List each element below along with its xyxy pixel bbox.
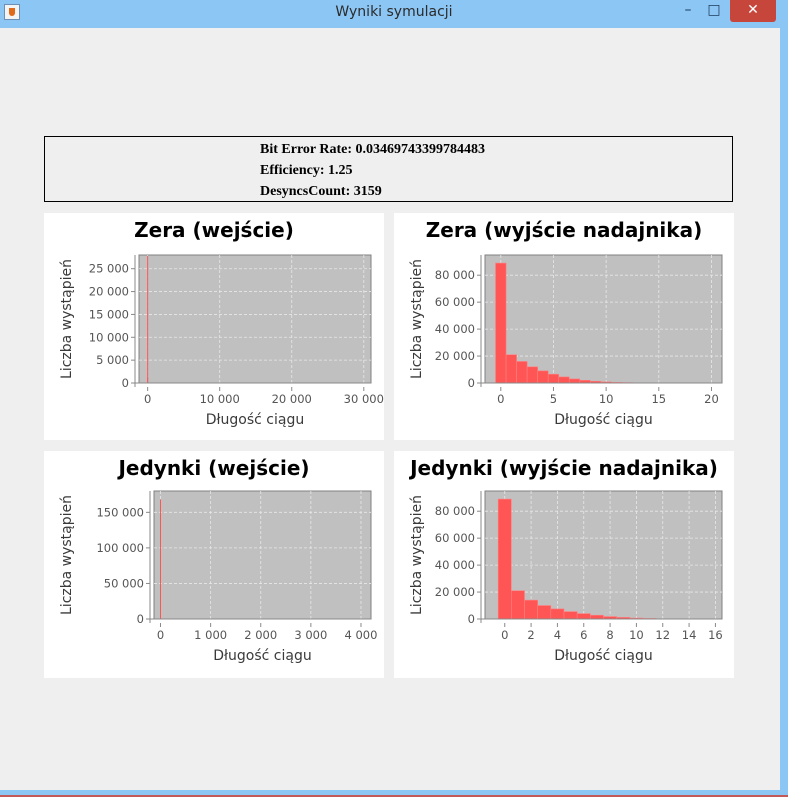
- histogram-bar: [526, 366, 538, 384]
- window-bottom-border: [0, 790, 788, 797]
- histogram-bar: [524, 599, 538, 620]
- x-tick-label: 15: [651, 392, 666, 406]
- chart-ones-input-svg: Jedynki (wejście) 0 50 000 100 000 150 000 0 1…: [59, 456, 378, 664]
- y-tick-label: 0: [468, 612, 475, 626]
- chart-title: Zera (wejście): [134, 218, 294, 242]
- histogram-bar: [160, 499, 162, 619]
- window-title: Wyniki symulacji: [335, 4, 453, 20]
- histogram-bar: [505, 354, 517, 384]
- plot-area: [153, 490, 372, 620]
- y-axis-label: Liczba wystąpień: [409, 495, 425, 615]
- desyncs-count-label: DesyncsCount: 3159: [260, 184, 382, 199]
- x-tick-label: 12: [655, 628, 670, 642]
- y-tick-label: 40 000: [435, 558, 475, 572]
- x-axis-label: Długość ciągu: [554, 648, 652, 664]
- window-titlebar: Wyniki symulacji – □ ✕: [0, 0, 788, 28]
- chart-ones-input: Jedynki (wejście) 0 50 000 100 000 150 000 0 1…: [44, 451, 384, 678]
- maximize-button[interactable]: □: [707, 2, 721, 18]
- histogram-bar: [550, 608, 565, 620]
- x-tick-label: 6: [580, 628, 587, 642]
- chart-title: Jedynki (wejście): [116, 456, 309, 480]
- y-tick-label: 80 000: [435, 504, 475, 518]
- x-tick-label: 0: [157, 628, 164, 642]
- x-tick-label: 1 000: [194, 628, 227, 642]
- y-axis-label: Liczba wystąpień: [409, 259, 425, 379]
- chart-zeros-transmitter-output: Zera (wyjście nadajnika) 0 20 000 40 000 60 …: [394, 213, 734, 440]
- y-tick-label: 15 000: [89, 307, 129, 321]
- chart-title: Zera (wyjście nadajnika): [426, 218, 702, 242]
- chart-zeros-input: Zera (wejście) 0 5 000 10 000 15 000 20 000 25…: [44, 213, 384, 440]
- minimize-button[interactable]: –: [684, 2, 692, 18]
- y-axis-label: Liczba wystąpień: [59, 259, 75, 379]
- y-tick-label: 5 000: [96, 353, 129, 367]
- y-tick-label: 80 000: [435, 268, 475, 282]
- histogram-bar: [590, 614, 604, 620]
- x-tick-label: 20: [704, 392, 719, 406]
- y-tick-label: 0: [122, 376, 129, 390]
- histogram-bar: [568, 378, 581, 384]
- x-tick-label: 10: [599, 392, 614, 406]
- y-axis-label: Liczba wystąpień: [59, 495, 75, 615]
- statistics-panel: Bit Error Rate: 0.03469743399784483 Effi…: [44, 136, 733, 202]
- y-tick-label: 50 000: [104, 576, 144, 590]
- chart-title: Jedynki (wyjście nadajnika): [408, 456, 718, 480]
- bit-error-rate-label: Bit Error Rate: 0.03469743399784483: [260, 142, 486, 157]
- histogram-bar: [547, 373, 560, 384]
- y-tick-label: 20 000: [435, 349, 475, 363]
- x-tick-label: 0: [497, 392, 504, 406]
- x-tick-label: 4: [554, 628, 561, 642]
- chart-ones-transmitter-output-svg: Jedynki (wyjście nadajnika) 0 20 000 40 000…: [408, 456, 723, 664]
- x-axis-label: Długość ciągu: [554, 412, 652, 428]
- histogram-bar: [558, 376, 570, 384]
- histogram-bar: [147, 377, 149, 383]
- y-tick-label: 0: [468, 376, 475, 390]
- x-tick-label: 10: [629, 628, 644, 642]
- x-tick-label: 8: [606, 628, 613, 642]
- y-tick-label: 25 000: [89, 262, 129, 276]
- chart-ones-transmitter-output: Jedynki (wyjście nadajnika) 0 20 000 40 000…: [394, 451, 734, 678]
- histogram-bar: [516, 361, 528, 384]
- x-tick-label: 0: [501, 628, 508, 642]
- y-tick-label: 40 000: [435, 322, 475, 336]
- histogram-bar: [563, 611, 578, 620]
- java-app-icon: [4, 4, 20, 20]
- x-tick-label: 4 000: [345, 628, 378, 642]
- y-tick-label: 0: [137, 612, 144, 626]
- x-tick-label: 20 000: [272, 392, 312, 406]
- x-tick-label: 30 000: [344, 392, 384, 406]
- plot-area: [138, 254, 372, 384]
- y-tick-label: 20 000: [89, 285, 129, 299]
- histogram-bar: [537, 370, 549, 384]
- chart-zeros-transmitter-output-svg: Zera (wyjście nadajnika) 0 20 000 40 000 60 …: [409, 218, 723, 428]
- x-tick-label: 2: [527, 628, 534, 642]
- histogram-bar: [147, 255, 149, 383]
- x-tick-label: 0: [144, 392, 151, 406]
- x-tick-label: 5: [550, 392, 557, 406]
- histogram-bar: [495, 262, 507, 384]
- histogram-bar: [537, 605, 552, 620]
- histogram-bar: [511, 590, 525, 620]
- close-button[interactable]: ✕: [730, 0, 776, 22]
- x-tick-label: 3 000: [294, 628, 327, 642]
- y-tick-label: 60 000: [435, 531, 475, 545]
- y-tick-label: 10 000: [89, 330, 129, 344]
- y-tick-label: 150 000: [96, 505, 144, 519]
- chart-zeros-input-svg: Zera (wejście) 0 5 000 10 000 15 000 20 000 25…: [59, 218, 384, 428]
- x-tick-label: 2 000: [244, 628, 277, 642]
- efficiency-label: Efficiency: 1.25: [260, 163, 353, 178]
- y-tick-label: 60 000: [435, 295, 475, 309]
- y-tick-label: 20 000: [435, 585, 475, 599]
- x-tick-label: 16: [708, 628, 723, 642]
- histogram-bar: [497, 498, 512, 620]
- x-axis-label: Długość ciągu: [213, 648, 311, 664]
- x-tick-label: 10 000: [200, 392, 240, 406]
- x-axis-label: Długość ciągu: [206, 412, 304, 428]
- y-tick-label: 100 000: [96, 541, 144, 555]
- histogram-bar: [576, 613, 591, 620]
- x-tick-label: 14: [682, 628, 697, 642]
